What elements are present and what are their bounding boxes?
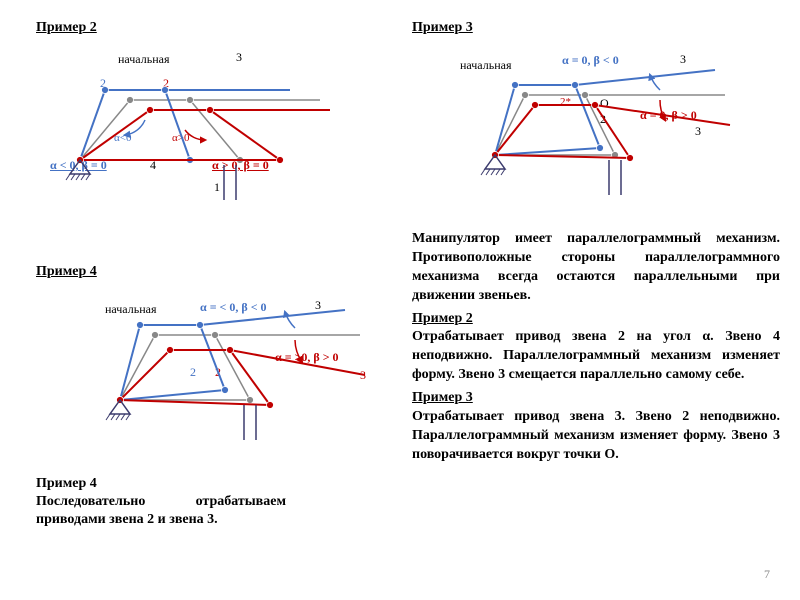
diagram-ex4 (60, 280, 370, 460)
title-ex2: Пример 2 (36, 20, 116, 36)
body-ex3: Отрабатывает привод звена 3. Звено 2 неп… (412, 408, 780, 465)
intro-text: Манипулятор имеет параллелограммный меха… (412, 230, 780, 306)
heading-ex2: Пример 2 (412, 310, 780, 329)
page-number: 7 (764, 567, 770, 582)
body-ex2: Отрабатывает привод звена 2 на угол α. З… (412, 328, 780, 385)
caption-ex4: Пример 4 Последовательно отрабатываем пр… (36, 475, 286, 530)
diagram-ex2 (30, 40, 330, 220)
title-ex4: Пример 4 (36, 264, 116, 280)
heading-ex4: Пример 4 (36, 475, 286, 493)
main-text: Манипулятор имеет параллелограммный меха… (412, 230, 780, 465)
body-ex4: Последовательно отрабатываем приводами з… (36, 493, 286, 529)
title-ex3: Пример 3 (412, 20, 492, 36)
diagram-ex3 (415, 40, 745, 210)
heading-ex3: Пример 3 (412, 389, 780, 408)
